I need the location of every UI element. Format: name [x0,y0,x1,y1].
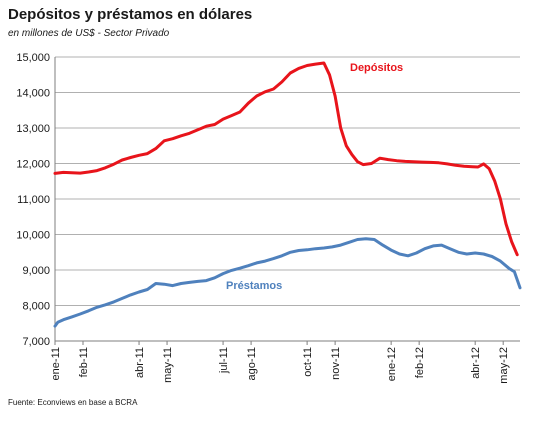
x-tick-label: ene-11 [50,347,62,380]
series-line-prestamos [53,237,522,328]
x-tick-label: feb-11 [78,347,90,377]
series-label-depositos: Depósitos [350,62,403,74]
x-tick-label: abr-12 [470,347,482,379]
y-axis-ticks: 7,000 8,000 9,000 10,000 11,000 12,000 13,000 1… [16,52,50,348]
series-lines [53,61,522,328]
x-tick-label: abr-11 [134,347,146,378]
x-tick-label: ene-12 [386,347,398,381]
x-tick-label: may-11 [162,347,174,383]
x-tick-label: may-12 [498,347,510,384]
y-tick-label: 14,000 [16,88,50,100]
series-label-prestamos: Préstamos [226,280,282,292]
y-tick-label: 7,000 [22,336,50,348]
x-tick-label: nov-11 [330,347,342,380]
y-tick-label: 15,000 [16,52,50,64]
y-tick-label: 13,000 [16,123,50,135]
y-tick-label: 12,000 [16,159,50,171]
x-tick-label: oct-11 [302,347,314,377]
axes [54,57,520,342]
y-tick-label: 9,000 [22,265,50,277]
chart-title: Depósitos y préstamos en dólares [8,6,253,23]
y-tick-label: 8,000 [22,301,50,313]
x-axis-ticks: ene-11 feb-11 abr-11 may-11 jul-11 ago-11 oct-… [50,341,510,384]
x-tick-label: ago-11 [246,347,258,380]
source-note: Fuente: Econviews en base a BCRA [8,398,138,407]
chart-subtitle: en millones de US$ - Sector Privado [8,28,170,39]
x-tick-label: jul-11 [218,347,230,374]
x-tick-label: feb-12 [414,347,426,378]
series-line-depositos [53,61,519,257]
y-tick-label: 11,000 [17,194,50,206]
y-tick-label: 10,000 [16,230,50,242]
